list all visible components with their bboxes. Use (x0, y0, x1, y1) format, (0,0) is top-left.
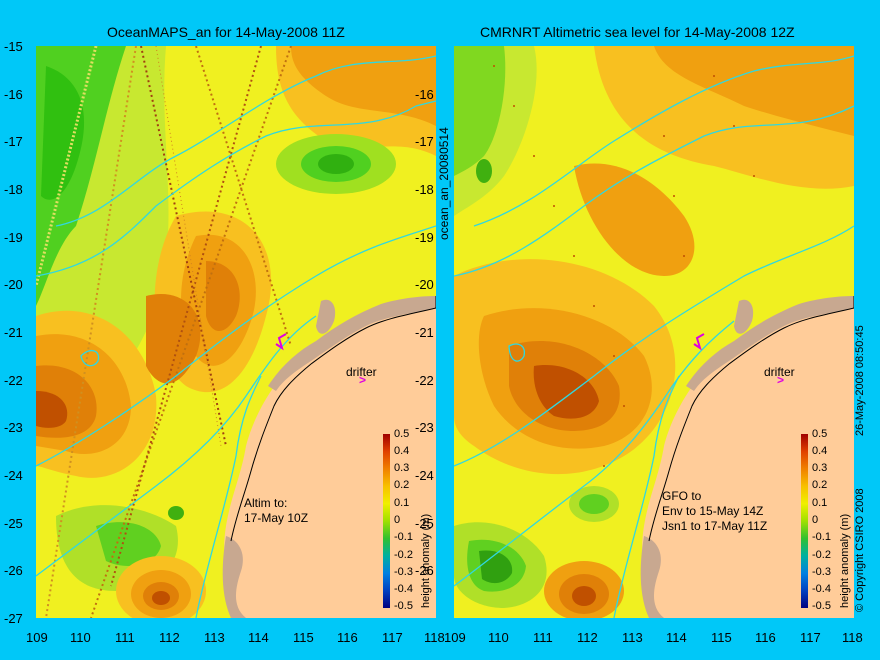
left-x-tick: 116 (337, 630, 358, 645)
right-x-tick: 112 (577, 630, 598, 645)
right-colorbar-tick: -0.1 (812, 531, 831, 543)
left-y-tick: -22 (4, 373, 23, 388)
right-colorbar (801, 434, 808, 608)
left-colorbar-tick: 0.5 (394, 428, 410, 440)
left-y-tick: -20 (4, 277, 23, 292)
right-colorbar-tick: 0 (812, 514, 819, 526)
file-label: ocean_an_20080514 (437, 127, 451, 240)
right-drifter-arrow-icon: > (777, 373, 785, 387)
right-map-canvas (454, 46, 854, 618)
right-y-tick: -21 (415, 325, 434, 340)
right-colorbar-tick: 0.2 (812, 479, 828, 491)
left-y-tick: -15 (4, 39, 23, 54)
left-drifter-arrow-icon: > (359, 373, 367, 387)
right-colorbar-tick: -0.2 (812, 549, 831, 561)
left-x-tick: 109 (26, 630, 48, 645)
left-colorbar-tick: 0.3 (394, 462, 410, 474)
right-y-tick: -18 (415, 182, 434, 197)
right-map-title: CMRNRT Altimetric sea level for 14-May-2… (480, 24, 795, 40)
left-y-tick: -19 (4, 230, 23, 245)
left-altim-note: Altim to: 17-May 10Z (244, 496, 309, 525)
right-y-tick: -24 (415, 468, 434, 483)
right-colorbar-tick: 0.4 (812, 445, 828, 457)
right-y-tick: -16 (415, 87, 434, 102)
date-stamp: 26-May-2008 08:50:45 (854, 325, 866, 436)
left-x-tick: 110 (70, 630, 91, 645)
left-colorbar-tick: 0.4 (394, 445, 410, 457)
left-x-tick: 112 (159, 630, 180, 645)
left-y-tick: -26 (4, 563, 23, 578)
left-colorbar-tick: 0 (394, 514, 401, 526)
right-y-tick: -26 (415, 563, 434, 578)
right-y-tick: -22 (415, 373, 434, 388)
left-x-tick: 115 (293, 630, 314, 645)
left-x-tick: 113 (204, 630, 225, 645)
left-map-canvas (36, 46, 436, 618)
left-map-panel[interactable] (36, 46, 436, 618)
right-drifter-label: drifter (764, 365, 795, 379)
right-y-tick: -19 (415, 230, 434, 245)
copyright-label: © Copyright CSIRO 2008 (854, 488, 866, 612)
right-x-tick: 115 (711, 630, 732, 645)
left-x-tick: 118 (424, 630, 445, 645)
left-x-tick: 114 (248, 630, 269, 645)
left-y-tick: -18 (4, 182, 23, 197)
right-altim-note: GFO to Env to 15-May 14Z Jsn1 to 17-May … (662, 489, 768, 533)
right-x-tick: 114 (666, 630, 687, 645)
right-x-tick: 110 (488, 630, 509, 645)
left-y-tick: -23 (4, 420, 23, 435)
left-y-tick: -17 (4, 134, 23, 149)
right-x-tick: 109 (444, 630, 466, 645)
left-colorbar (383, 434, 390, 608)
left-y-tick: -25 (4, 516, 23, 531)
left-colorbar-tick: -0.4 (394, 583, 413, 595)
left-colorbar-tick: -0.5 (394, 600, 413, 612)
right-x-tick: 111 (533, 630, 553, 645)
left-colorbar-tick: -0.1 (394, 531, 413, 543)
right-y-tick: -25 (415, 516, 434, 531)
left-x-tick: 111 (115, 630, 135, 645)
left-y-tick: -27 (4, 611, 23, 626)
right-colorbar-tick: 0.1 (812, 497, 828, 509)
right-y-tick: -23 (415, 420, 434, 435)
right-colorbar-tick: -0.3 (812, 566, 831, 578)
left-colorbar-tick: -0.2 (394, 549, 413, 561)
right-colorbar-label: height anomaly (m) (839, 513, 851, 608)
left-map-title: OceanMAPS_an for 14-May-2008 11Z (107, 24, 345, 40)
left-colorbar-label: height anomaly (m) (420, 513, 432, 608)
left-y-tick: -21 (4, 325, 23, 340)
right-x-tick: 118 (842, 630, 863, 645)
left-colorbar-tick: 0.2 (394, 479, 410, 491)
left-y-tick: -16 (4, 87, 23, 102)
left-x-tick: 117 (382, 630, 403, 645)
right-colorbar-tick: 0.5 (812, 428, 828, 440)
right-x-tick: 116 (755, 630, 776, 645)
left-y-tick: -24 (4, 468, 23, 483)
left-colorbar-tick: -0.3 (394, 566, 413, 578)
right-map-panel[interactable] (454, 46, 854, 618)
right-x-tick: 117 (800, 630, 821, 645)
right-y-tick: -17 (415, 134, 434, 149)
right-x-tick: 113 (622, 630, 643, 645)
right-colorbar-tick: 0.3 (812, 462, 828, 474)
right-y-tick: -20 (415, 277, 434, 292)
right-colorbar-tick: -0.5 (812, 600, 831, 612)
left-colorbar-tick: 0.1 (394, 497, 410, 509)
left-drifter-label: drifter (346, 365, 377, 379)
right-colorbar-tick: -0.4 (812, 583, 831, 595)
